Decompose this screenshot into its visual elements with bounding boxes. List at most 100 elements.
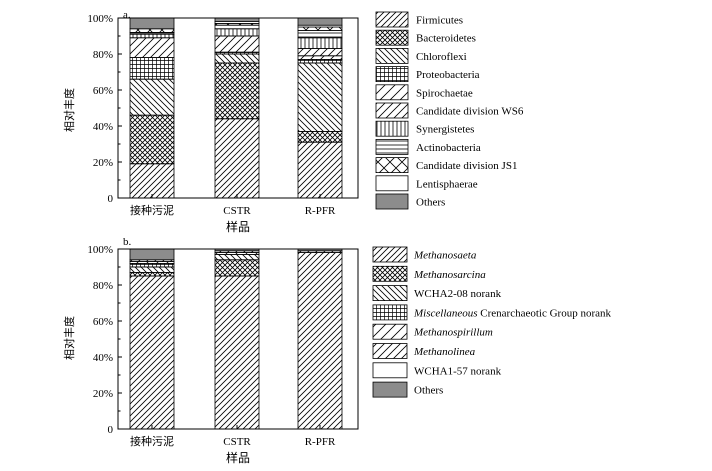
y-tick-label: 0 [108, 193, 114, 205]
bar-segment [129, 28, 175, 33]
bar-segment [129, 78, 175, 116]
bars-b [129, 248, 343, 430]
legend-swatch [375, 138, 409, 155]
bar-segment [214, 35, 260, 53]
bar-segment [297, 141, 343, 199]
legend-swatch [375, 84, 409, 101]
legend-swatch [372, 285, 408, 302]
bar-segment [297, 62, 343, 132]
legend-label: Firmicutes [416, 15, 463, 27]
legend-label: Methanosarcina [413, 269, 486, 281]
x-tick-label: R-PFR [305, 205, 336, 217]
bar-segment [129, 57, 175, 80]
legend-swatch [372, 246, 408, 263]
bar-segment [297, 252, 343, 430]
legend-swatch [372, 343, 408, 359]
legend-swatch [375, 66, 409, 82]
bar-segment [214, 259, 260, 277]
bar-segment [129, 33, 175, 39]
legend-label: Chloroflexi [416, 51, 467, 63]
bar-segment [214, 17, 260, 22]
legend-swatch [372, 362, 408, 379]
legend-swatch [375, 175, 409, 192]
bar-segment [297, 26, 343, 31]
legend-label: Methanospirillum [413, 327, 493, 339]
bar-segment [297, 17, 343, 26]
bar-segment [214, 253, 260, 261]
x-tick-label: 接种污泥 [130, 434, 174, 448]
bar-segment [297, 55, 343, 60]
y-tick-label: 60% [93, 316, 113, 328]
y-tick-label: 80% [93, 280, 113, 292]
legend-label: Candidate division WS6 [416, 106, 524, 118]
legend-swatch [375, 193, 409, 210]
legend-swatch [375, 48, 409, 64]
legend-label: Synergistetes [416, 124, 474, 136]
legend-swatch [372, 323, 408, 340]
legend-label: Proteobacteria [416, 69, 480, 81]
y-tick-label: 100% [87, 13, 113, 25]
legend-swatch [375, 11, 409, 28]
y-tick-label: 20% [93, 388, 113, 400]
legend-swatch [372, 304, 408, 321]
y-axis-label-a: 相对丰度 [62, 88, 76, 132]
bar-segment [214, 24, 260, 30]
bar-segment [129, 262, 175, 268]
y-tick-label: 40% [93, 352, 113, 364]
legend-label: Lentisphaerae [416, 178, 478, 190]
bar-segment [214, 118, 260, 199]
legend-a: Firmicutes Bacteroidetes Chloroflexi Proteo… [375, 11, 524, 210]
x-axis-label-b: 样品 [226, 450, 250, 465]
bars-a [129, 17, 343, 199]
bar-segment [297, 30, 343, 39]
legend-label: WCHA2-08 norank [414, 288, 502, 300]
legend-label: Bacteroidetes [416, 33, 476, 45]
y-tick-label: 0 [108, 424, 114, 436]
legend-label: Others [414, 385, 443, 397]
chart-panel-b: b. 相对丰度 样品 接种污泥 CSTR R-PFR 0 20% 40% 60% 80% 100… [62, 236, 612, 465]
bar-segment [297, 48, 343, 57]
x-tick-label: CSTR [223, 205, 251, 217]
bar-segment [129, 17, 175, 30]
bar-segment [297, 59, 343, 64]
y-tick-label: 80% [93, 49, 113, 61]
panel-label-b: b. [123, 236, 132, 248]
legend-swatch [375, 120, 409, 137]
x-tick-label: 接种污泥 [130, 203, 174, 217]
legend-swatch [372, 381, 408, 398]
bar-segment [214, 62, 260, 120]
bar-segment [297, 37, 343, 49]
x-tick-label: R-PFR [305, 436, 336, 448]
y-tick-label: 60% [93, 85, 113, 97]
y-tick-label: 100% [87, 244, 113, 256]
axes-b: 接种污泥 CSTR R-PFR 0 20% 40% 60% 80% 100% [87, 244, 359, 448]
legend-label: Methanolinea [413, 346, 476, 358]
x-axis-label-a: 样品 [226, 219, 250, 234]
bar-segment [129, 114, 175, 165]
legend-label: Miscellaneous Crenarchaeotic Group noran… [413, 307, 612, 319]
bar-segment [129, 271, 175, 277]
y-axis-label-b: 相对丰度 [62, 316, 76, 360]
chart-panel-a: a. 相对丰度 样品 接种污泥 CSTR R-PFR 0 20% 40% 60% 80% 100… [62, 9, 524, 234]
bar-segment [129, 163, 175, 199]
legend-label: Others [416, 197, 445, 209]
y-tick-label: 20% [93, 157, 113, 169]
legend-label: Actinobacteria [416, 142, 481, 154]
x-tick-label: CSTR [223, 436, 251, 448]
legend-swatch [375, 29, 409, 46]
legend-swatch [375, 102, 409, 119]
legend-label: Spirochaetae [416, 87, 473, 99]
panel-label-a: a. [123, 9, 131, 21]
legend-b: Methanosaeta Methanosarcina WCHA2-08 noran… [372, 246, 612, 398]
legend-swatch [375, 157, 409, 174]
axes-a: 接种污泥 CSTR R-PFR 0 20% 40% 60% 80% 100% [87, 13, 359, 217]
legend-label: Candidate division JS1 [416, 160, 517, 172]
bar-segment [129, 248, 175, 261]
bar-segment [129, 275, 175, 430]
bar-segment [129, 266, 175, 273]
legend-swatch [372, 265, 408, 282]
bar-segment [214, 275, 260, 430]
bar-segment [297, 130, 343, 143]
legend-label: WCHA1-57 norank [414, 365, 502, 377]
